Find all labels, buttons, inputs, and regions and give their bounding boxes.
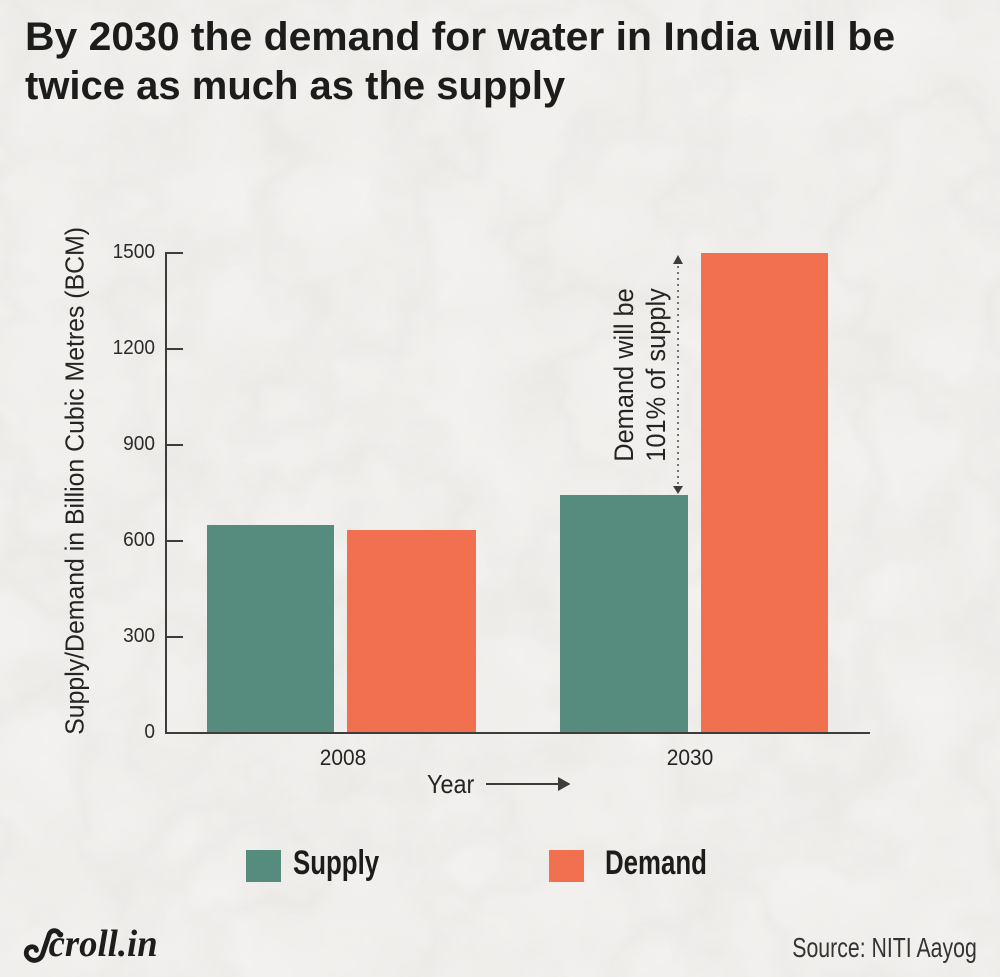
svg-text:croll.in: croll.in xyxy=(49,923,158,965)
